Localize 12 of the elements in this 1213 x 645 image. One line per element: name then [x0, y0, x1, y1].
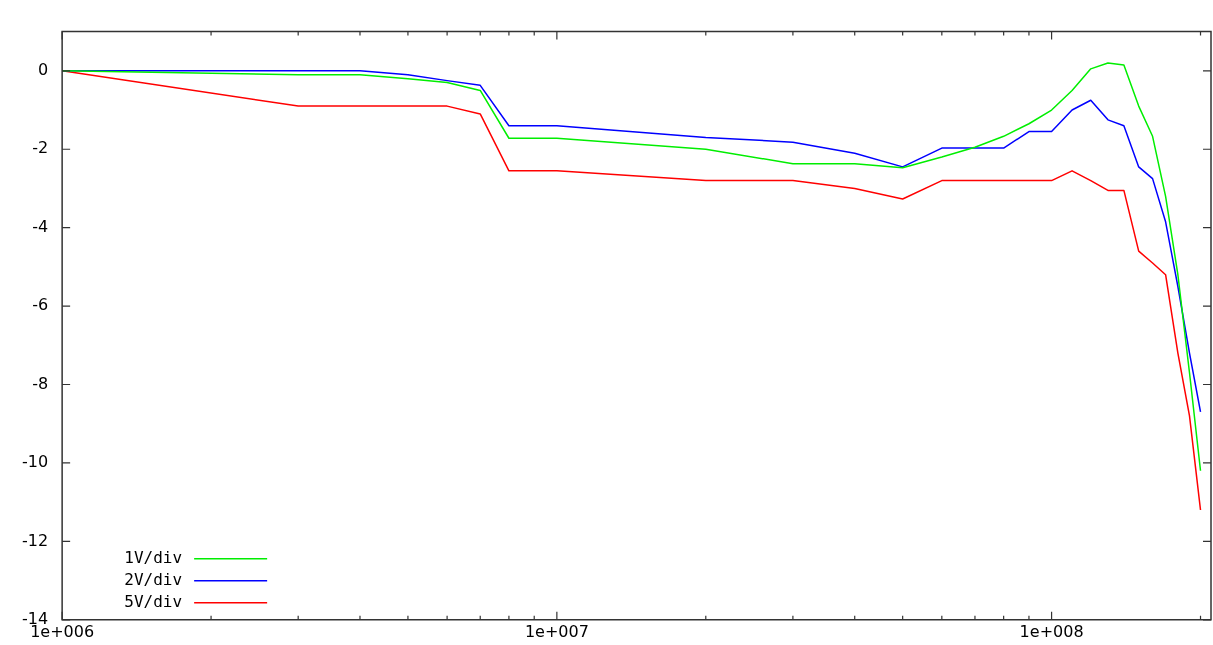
x-tick-label: 1e+008	[1019, 621, 1084, 641]
y-tick-label: 0	[37, 59, 49, 79]
y-tick-label: -4	[32, 216, 49, 236]
y-tick-label: -12	[21, 530, 49, 550]
y-tick-label: -10	[21, 452, 49, 472]
legend-label: 1V/div	[124, 547, 183, 567]
legend-label: 5V/div	[124, 591, 183, 611]
x-tick-label: 1e+007	[524, 621, 589, 641]
y-tick-label: -8	[32, 373, 49, 393]
y-tick-label: -6	[32, 295, 49, 315]
y-tick-label: -2	[32, 138, 49, 158]
legend-label: 2V/div	[124, 569, 183, 589]
